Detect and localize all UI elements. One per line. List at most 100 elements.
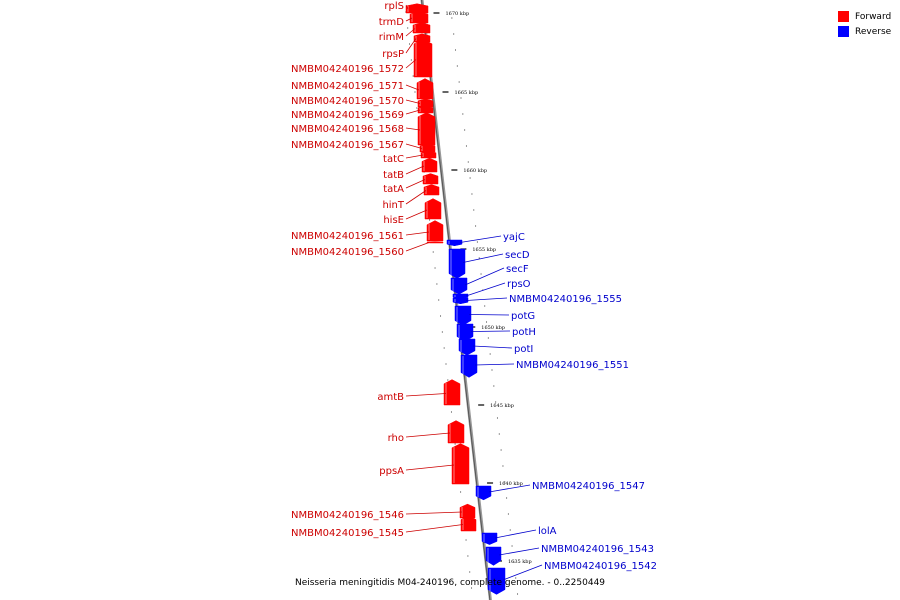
gene-nmbm04240196_1570-label: NMBM04240196_1570 <box>291 96 404 107</box>
gene-nmbm04240196_1567-leader <box>405 143 423 149</box>
gene-potg-glyph-shine <box>456 307 458 322</box>
gene-lola-glyph-shine <box>483 534 485 542</box>
gene-nmbm04240196_1545-glyph <box>460 515 477 532</box>
gene-nmbm04240196_1567-label: NMBM04240196_1567 <box>291 140 404 151</box>
gene-tata-leader <box>405 179 426 189</box>
gene-trmd-leader <box>405 17 413 22</box>
gene-tatc-label: tatC <box>383 154 404 165</box>
gene-nmbm04240196_1560-glyph <box>426 241 444 244</box>
gene-amtb-leader <box>405 393 447 397</box>
gene-nmbm04240196_1551-glyph-shine <box>462 356 464 374</box>
gene-secf-glyph <box>450 277 468 295</box>
gene-poti-glyph <box>458 338 476 356</box>
gene-nmbm04240196_1551-glyph <box>460 354 478 378</box>
gene-lola-label: lolA <box>538 526 557 537</box>
gene-poti-label: potI <box>514 344 533 355</box>
gene-nmbm04240196_1547-glyph-shine <box>477 487 479 497</box>
gene-nmbm04240196_1545-leader <box>405 524 464 533</box>
gene-potg-label: potG <box>511 311 535 322</box>
legend-reverse-label: Reverse <box>855 26 892 37</box>
gene-nmbm04240196_1546-label: NMBM04240196_1546 <box>291 510 404 521</box>
gene-yajc-leader <box>459 235 502 243</box>
gene-nmbm04240196_1542-glyph <box>487 567 506 595</box>
gene-nmbm04240196_1560-glyph-shine <box>428 243 430 244</box>
gene-nmbm04240196_1551-label: NMBM04240196_1551 <box>516 360 629 371</box>
gene-nmbm04240196_1546-glyph <box>459 503 476 519</box>
gene-amtb-glyph <box>443 379 461 406</box>
gene-hise-glyph <box>424 198 442 220</box>
axis-tick-label: 1660 kbp <box>463 168 487 174</box>
gene-amtb-label: amtB <box>377 392 404 403</box>
gene-poth-leader <box>470 330 511 332</box>
gene-rho-label: rho <box>388 433 404 444</box>
gene-nmbm04240196_1569-leader <box>405 109 421 115</box>
gene-rpls-label: rplS <box>384 1 404 12</box>
gene-secf-glyph-shine <box>452 279 454 291</box>
gene-nmbm04240196_1543-label: NMBM04240196_1543 <box>541 544 654 555</box>
gene-potg-leader <box>468 314 510 316</box>
gene-rho-glyph <box>447 420 465 444</box>
gene-hise-leader <box>405 209 428 220</box>
legend: Forward Reverse <box>838 9 891 39</box>
gene-tata-label: tatA <box>383 184 404 195</box>
gene-nmbm04240196_1567-glyph <box>419 143 436 153</box>
gene-lola-leader <box>494 529 537 539</box>
gene-nmbm04240196_1542-leader <box>502 564 543 581</box>
legend-reverse: Reverse <box>838 24 891 39</box>
gene-poth-label: potH <box>512 327 536 338</box>
gene-nmbm04240196_1561-glyph <box>426 220 444 242</box>
gene-rpso-label: rpsO <box>507 279 531 290</box>
gene-nmbm04240196_1542-label: NMBM04240196_1542 <box>544 561 657 572</box>
gene-nmbm04240196_1545-label: NMBM04240196_1545 <box>291 528 404 539</box>
gene-lola-glyph <box>481 532 498 545</box>
gene-yajc-label: yajC <box>503 232 525 243</box>
gene-poth-glyph-shine <box>458 325 460 338</box>
gene-hint-leader <box>405 190 427 205</box>
gene-secd-leader <box>462 253 504 263</box>
gene-nmbm04240196_1571-glyph <box>416 78 434 100</box>
gene-ppsa-leader <box>405 464 455 471</box>
gene-potg-glyph <box>454 305 472 326</box>
legend-forward-swatch <box>838 11 849 22</box>
gene-nmbm04240196_1561-label: NMBM04240196_1561 <box>291 231 404 242</box>
axis-tick-label: 1670 kbp <box>445 11 469 17</box>
gene-nmbm04240196_1555-glyph <box>452 297 469 305</box>
gene-nmbm04240196_1561-leader <box>405 231 430 236</box>
gene-nmbm04240196_1543-glyph <box>485 546 502 566</box>
gene-nmbm04240196_1560-leader <box>405 242 430 252</box>
gene-nmbm04240196_1572-glyph <box>413 39 433 78</box>
gene-secd-label: secD <box>505 250 530 261</box>
gene-nmbm04240196_1568-leader <box>405 127 421 131</box>
genome-caption: Neisseria meningitidis M04-240196, compl… <box>294 578 606 588</box>
gene-rho-leader <box>405 432 451 438</box>
legend-forward-label: Forward <box>855 11 892 22</box>
gene-hise-label: hisE <box>383 215 404 226</box>
gene-nmbm04240196_1547-glyph <box>475 485 492 501</box>
gene-nmbm04240196_1571-leader <box>405 84 420 91</box>
axis-tick-label: 1635 kbp <box>508 559 532 565</box>
gene-rpsp-leader <box>405 38 417 54</box>
gene-nmbm04240196_1555-glyph-shine <box>454 299 456 302</box>
gene-nmbm04240196_1570-glyph <box>417 98 434 108</box>
gene-nmbm04240196_1547-label: NMBM04240196_1547 <box>532 481 645 492</box>
gene-nmbm04240196_1555-leader <box>465 297 508 301</box>
gene-nmbm04240196_1570-leader <box>405 99 421 104</box>
gene-tatc-glyph <box>420 150 437 159</box>
gene-tatb-glyph <box>421 157 438 173</box>
gene-tata-glyph <box>422 173 439 185</box>
gene-nmbm04240196_1543-leader <box>498 547 540 556</box>
gene-secf-leader <box>464 267 505 286</box>
gene-tatc-leader <box>405 154 424 159</box>
gene-nmbm04240196_1555-label: NMBM04240196_1555 <box>509 294 622 305</box>
gene-poti-glyph-shine <box>460 340 462 352</box>
gene-rimm-glyph <box>412 22 431 34</box>
gene-nmbm04240196_1542-glyph-shine <box>489 569 491 591</box>
gene-yajc-glyph-shine <box>448 241 450 244</box>
gene-secd-glyph <box>448 248 466 279</box>
gene-yajc-glyph <box>446 239 463 247</box>
gene-nmbm04240196_1569-label: NMBM04240196_1569 <box>291 110 404 121</box>
gene-nmbm04240196_1568-label: NMBM04240196_1568 <box>291 124 404 135</box>
axis-tick-label: 1650 kbp <box>481 325 505 331</box>
